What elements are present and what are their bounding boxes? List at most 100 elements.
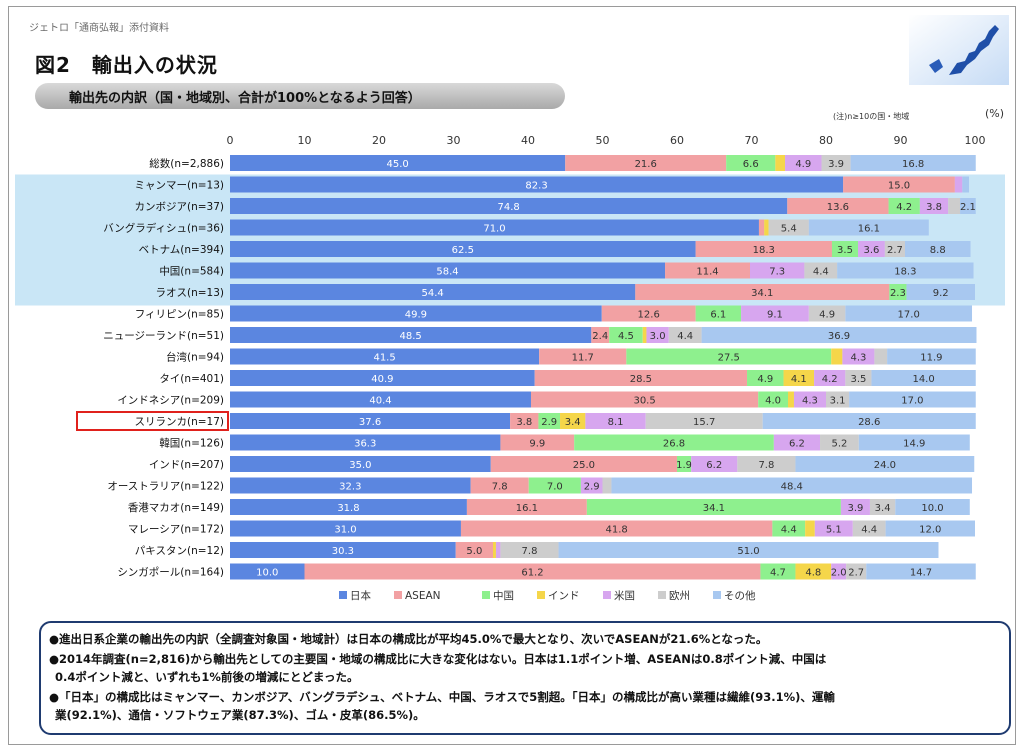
bar-segment — [230, 327, 592, 343]
bar-segment — [230, 198, 788, 214]
category-label: 総数(n=2,886) — [149, 157, 224, 170]
bar-segment — [783, 370, 815, 386]
bar-segment — [695, 241, 832, 257]
data-label: 48.4 — [781, 482, 803, 493]
data-label: 31.8 — [337, 503, 359, 514]
x-tick-label: 60 — [670, 134, 684, 147]
x-tick-label: 100 — [965, 134, 986, 147]
bar-segment — [895, 499, 970, 515]
data-label: 41.8 — [606, 525, 628, 536]
legend-label: その他 — [724, 589, 756, 602]
category-label: インド(n=207) — [149, 459, 224, 471]
data-label: 3.6 — [863, 245, 879, 256]
data-label: 28.5 — [630, 374, 652, 385]
data-label: 14.9 — [903, 439, 925, 450]
data-label: 18.3 — [894, 267, 916, 278]
data-label: 28.6 — [858, 417, 880, 428]
data-label: 61.2 — [521, 568, 543, 579]
category-label: ミャンマー(n=13) — [134, 180, 224, 192]
bar-segment — [960, 198, 976, 214]
data-label: 10.0 — [921, 503, 943, 514]
bar-segment — [837, 262, 974, 279]
bar-segment — [691, 456, 738, 472]
summary-line: ●「日本」の構成比はミャンマー、カンボジア、バングラデシュ、ベトナム、中国、ラオ… — [49, 690, 835, 704]
data-label: 30.5 — [633, 396, 655, 407]
data-label: 35.0 — [349, 460, 371, 471]
bar-segment — [230, 413, 511, 429]
bar-segment — [741, 305, 809, 322]
bar-segment — [849, 391, 976, 408]
category-label: 中国(n=584) — [159, 265, 224, 278]
bar-segment — [495, 542, 501, 558]
data-label: 3.8 — [516, 417, 532, 428]
summary-line: 0.4ポイント減と、いずれも1%前後の増減にとどまった。 — [55, 670, 359, 684]
stacked-bar-chart: 0 10 20 30 40 50 60 70 80 90 100 総数(n=2,886) ミャンマー(n… — [15, 134, 1005, 602]
bar-segment — [230, 520, 461, 537]
data-label: 15.0 — [888, 181, 910, 192]
bar-segment — [574, 434, 774, 451]
bar-segment — [668, 327, 702, 343]
category-label: ラオス(n=13) — [155, 287, 224, 299]
data-label: 11.7 — [572, 353, 594, 364]
category-label: バングラディシュ(n=36) — [103, 222, 224, 235]
data-label: 4.9 — [819, 310, 835, 321]
slide-frame: ジェトロ「通商弘報」添付資料 図2 輸出入の状況 輸出先の内訳（国・地域別、合計… — [8, 6, 1016, 745]
bar-segment — [626, 348, 832, 365]
data-label: 34.1 — [751, 288, 773, 299]
data-label: 62.5 — [452, 245, 474, 256]
data-label: 1.9 — [676, 460, 692, 471]
data-label: 16.1 — [516, 503, 538, 514]
bar-segment — [842, 348, 875, 365]
data-label: 45.0 — [386, 159, 408, 170]
category-label: カンボジア(n=37) — [134, 201, 224, 213]
x-tick-label: 10 — [298, 134, 312, 147]
bar-segment — [785, 155, 822, 171]
bar-segment — [539, 348, 627, 365]
bar-segment — [230, 176, 844, 193]
bar-segment — [764, 219, 769, 236]
bar-segment — [534, 370, 748, 386]
x-tick-label: 80 — [819, 134, 833, 147]
data-label: 3.9 — [847, 503, 863, 514]
source-note: ジェトロ「通商弘報」添付資料 — [29, 23, 169, 34]
data-label: 5.0 — [466, 546, 482, 557]
bar-segment — [845, 305, 973, 322]
data-label: 7.8 — [522, 546, 538, 557]
data-label: 7.0 — [547, 482, 563, 493]
data-label: 3.8 — [926, 202, 942, 213]
x-tick-label: 90 — [894, 134, 908, 147]
data-label: 4.5 — [618, 331, 634, 342]
data-label: 10.0 — [256, 568, 278, 579]
bar-segment — [874, 348, 888, 365]
data-label: 21.6 — [635, 159, 657, 170]
data-label: 4.1 — [791, 374, 807, 385]
data-label: 12.0 — [919, 525, 941, 536]
summary-line: 業(92.1%)、通信・ソフトウェア業(87.3%)、ゴム・皮革(86.5%)。 — [55, 708, 425, 722]
data-label: 6.2 — [706, 460, 722, 471]
data-label: 8.1 — [608, 417, 624, 428]
x-tick-label: 30 — [447, 134, 461, 147]
data-label: 51.0 — [737, 546, 759, 557]
bar-segment — [466, 499, 587, 515]
data-label: 8.8 — [930, 245, 946, 256]
bar-segment — [831, 241, 859, 257]
bar-segment — [528, 477, 581, 494]
bar-segment — [665, 262, 751, 279]
data-label: 82.3 — [525, 181, 547, 192]
bar-segment — [601, 305, 696, 322]
data-label: 31.0 — [334, 525, 356, 536]
bar-segment — [805, 520, 815, 537]
data-label: 16.1 — [858, 224, 880, 235]
data-label: 2.1 — [960, 202, 976, 213]
data-label: 3.4 — [565, 417, 581, 428]
bar-segment — [230, 499, 467, 515]
bar-segment — [230, 284, 636, 300]
legend-swatch — [713, 591, 721, 599]
legend-swatch — [603, 591, 611, 599]
data-label: 5.4 — [781, 224, 797, 235]
bar-segment — [470, 477, 529, 494]
summary-box: ●進出日系企業の輸出先の内訳（全調査対象国・地域計）は日本の構成比が平均45.0… — [39, 621, 1011, 735]
bar-segment — [820, 434, 859, 451]
bar-segment — [831, 563, 847, 580]
asia-map-icon — [909, 15, 1009, 85]
